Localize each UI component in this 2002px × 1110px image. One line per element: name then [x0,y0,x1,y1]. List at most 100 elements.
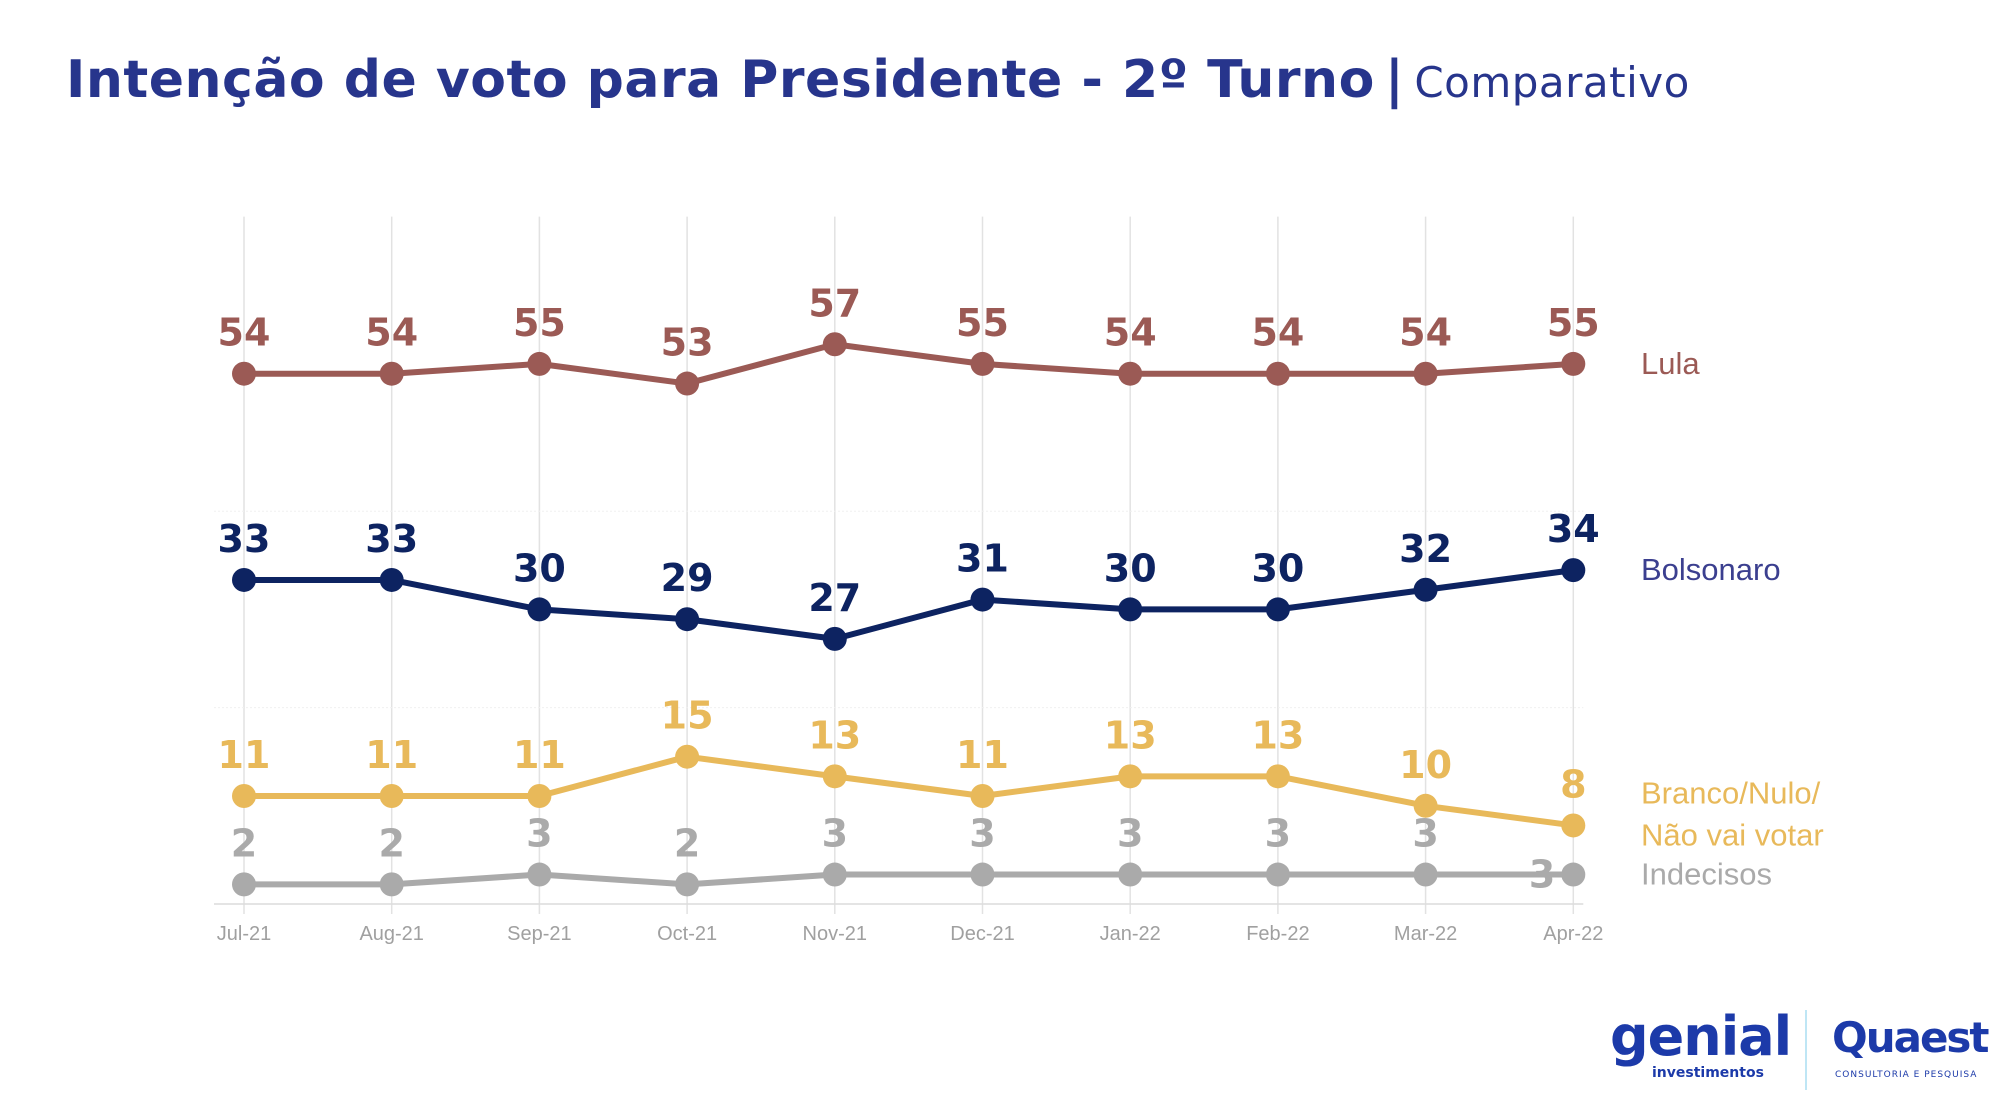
data-point [527,783,552,808]
legend-label: Não vai votar [1641,817,1824,852]
x-tick-label: Aug-21 [359,923,424,945]
data-label: 3 [1265,812,1291,856]
data-label: 54 [365,311,418,355]
data-point [675,607,700,632]
x-tick-label: Mar-22 [1394,923,1457,945]
data-point [232,361,256,386]
data-point [379,567,404,592]
series-branco: 11 11 11 15 13 11 13 13 10 8 Branco/Nulo/Não vai v… [218,694,1824,853]
data-point [379,872,404,897]
data-label: 55 [513,301,566,345]
data-point [822,332,847,357]
data-label: 13 [1104,713,1157,757]
data-label: 3 [1529,853,1555,897]
chart-title: Intenção de voto para Presidente - 2º Tu… [66,50,1690,110]
data-point [1265,597,1290,622]
data-label: 13 [808,713,861,757]
data-point [1413,793,1438,818]
data-label: 11 [365,733,418,777]
x-tick-label: Jan-22 [1100,923,1161,945]
data-label: 3 [1117,812,1143,856]
data-label: 32 [1399,527,1452,571]
quaest-logo-subtitle: CONSULTORIA E PESQUISA [1835,1070,1978,1080]
data-point [1118,361,1143,386]
series-line [244,567,1574,642]
data-point [1561,351,1586,376]
data-label: 30 [513,546,566,590]
data-point [1265,764,1290,789]
legend-label: Bolsonaro [1641,552,1781,587]
data-point [675,872,700,897]
logo-divider [1805,1010,1807,1090]
data-point [970,783,995,808]
data-point [1118,597,1143,622]
data-point [379,783,404,808]
data-point [675,371,700,396]
data-point [1265,862,1290,887]
data-label: 2 [231,821,257,865]
data-point [1413,361,1438,386]
legend-label: Branco/Nulo/ [1641,775,1821,810]
series-line [244,871,1574,888]
data-label: 3 [1412,812,1438,856]
data-label: 54 [1399,311,1452,355]
data-label: 33 [365,517,418,561]
data-label: 54 [1104,311,1157,355]
genial-logo-subtitle: investimentos [1652,1065,1764,1081]
data-label: 30 [1104,546,1157,590]
data-label: 11 [956,733,1009,777]
data-label: 33 [218,517,271,561]
data-label: 2 [378,821,404,865]
data-point [1118,862,1143,887]
x-tick-label: Oct-21 [657,923,717,945]
data-point [379,361,404,386]
data-point [1118,764,1143,789]
data-point [1413,862,1438,887]
data-point [1561,558,1586,583]
data-label: 11 [513,733,566,777]
data-label: 15 [661,694,714,738]
quaest-logo: Quaest [1832,1013,1990,1062]
data-label: 3 [822,812,848,856]
data-label: 57 [808,281,861,325]
data-label: 10 [1399,743,1452,787]
data-label: 55 [1547,301,1600,345]
series-bolsonaro: 33 33 30 29 27 31 30 30 32 34 Bolsonaro [218,507,1781,651]
x-tick-label: Nov-21 [803,923,867,945]
data-point [822,626,847,651]
x-tick-label: Feb-22 [1246,923,1309,945]
genial-logo: genial [1610,1005,1792,1068]
data-point [970,862,995,887]
title-subtitle: Comparativo [1414,58,1690,107]
data-point [527,351,552,376]
data-point [1561,862,1586,887]
title-main: Intenção de voto para Presidente - 2º Tu… [66,50,1375,110]
data-label: 54 [1251,311,1304,355]
data-point [822,764,847,789]
data-point [527,597,552,622]
x-tick-label: Sep-21 [507,923,572,945]
data-point [1561,813,1586,838]
data-point [970,351,995,376]
data-point [232,872,256,897]
x-tick-label: Jul-21 [217,923,271,945]
data-label: 31 [956,537,1009,581]
data-label: 3 [526,812,552,856]
data-label: 54 [218,311,271,355]
legend-label: Lula [1641,346,1700,381]
data-label: 55 [956,301,1009,345]
legend-label: Indecisos [1641,857,1772,892]
data-point [232,567,256,592]
x-tick-label: Apr-22 [1543,923,1603,945]
data-point [527,862,552,887]
data-label: 3 [969,812,995,856]
data-point [232,783,256,808]
logos: genial investimentos Quaest CONSULTORIA … [1600,1005,1990,1100]
data-label: 27 [808,576,861,620]
series-indecisos: 2 2 3 2 3 3 3 3 3 3 Indecisos [231,812,1772,897]
series-lula: 54 54 55 53 57 55 54 54 54 55 Lula [218,281,1700,396]
data-point [822,862,847,887]
data-point [675,744,700,769]
data-label: 2 [674,821,700,865]
